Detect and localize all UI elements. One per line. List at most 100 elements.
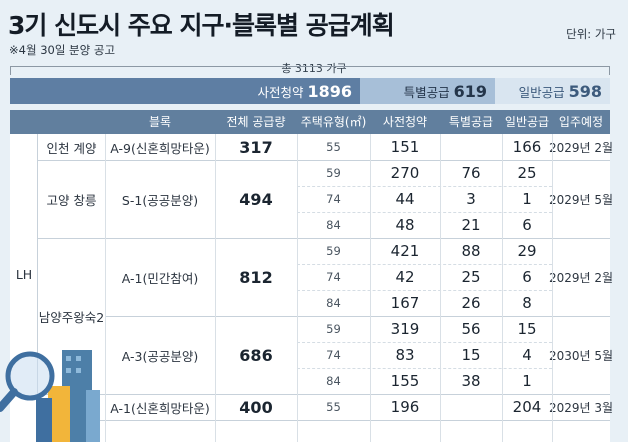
total-supply-cell: 317 <box>239 137 273 157</box>
general-supply-cell: 204 <box>512 398 542 416</box>
total-supply-cell: 686 <box>239 345 273 365</box>
region-cell: 고양 창릉 <box>46 192 97 208</box>
housing-type-cell: 84 <box>326 374 341 388</box>
housing-type-cell: 74 <box>326 192 341 206</box>
special-supply-cell: 26 <box>461 294 481 312</box>
row-divider <box>297 290 552 291</box>
column-header: 일반공급 <box>504 115 550 129</box>
row-divider <box>297 212 552 213</box>
page-title: 3기 신도시 주요 지구·블록별 공급계획 <box>8 11 395 40</box>
total-label: 총 3113 가구 <box>281 62 347 75</box>
special-supply-cell <box>440 394 502 420</box>
general-supply-cell: 1 <box>522 372 532 390</box>
presale-cell: 155 <box>390 372 420 390</box>
bar-special: 특별공급 619 <box>360 78 495 104</box>
column-divider <box>297 134 298 442</box>
bar-general-label: 일반공급 <box>518 84 565 100</box>
special-supply-cell: 15 <box>461 346 481 364</box>
general-supply-cell: 6 <box>522 268 532 286</box>
special-supply-cell <box>440 134 502 160</box>
housing-type-cell: 55 <box>326 400 341 414</box>
housing-type-cell: 59 <box>326 322 341 336</box>
special-supply-cell: 88 <box>461 242 481 260</box>
special-supply-cell: 38 <box>461 372 481 390</box>
presale-cell: 196 <box>390 398 420 416</box>
row-divider <box>297 264 552 265</box>
bar-presale-value: 1896 <box>307 81 352 101</box>
move-in-cell: 2030년 5월 <box>548 348 614 363</box>
bar-presale-label: 사전청약 <box>257 84 304 100</box>
presale-cell: 42 <box>395 268 415 286</box>
housing-type-cell: 55 <box>326 140 341 154</box>
column-header: 블록 <box>148 115 172 129</box>
housing-type-cell: 84 <box>326 218 341 232</box>
housing-type-cell: 59 <box>326 166 341 180</box>
row-divider <box>297 368 552 369</box>
row-divider <box>297 342 552 343</box>
column-header: 사전청약 <box>382 115 428 129</box>
presale-cell: 319 <box>390 320 420 338</box>
move-in-cell: 2029년 2월 <box>548 140 614 155</box>
table-header: 블록 전체 공급량 주택유형(㎡) 사전청약 특별공급 일반공급 입주예정 시기 <box>10 110 610 153</box>
special-supply-cell: 21 <box>461 216 481 234</box>
general-supply-cell: 8 <box>522 294 532 312</box>
block-name-cell: S-1(공공분양) <box>121 192 199 208</box>
column-divider <box>502 134 503 442</box>
agency-label: LH <box>15 266 33 282</box>
bar-general: 일반공급 598 <box>495 78 610 104</box>
housing-type-cell: 74 <box>326 270 341 284</box>
presale-cell: 44 <box>395 190 415 208</box>
block-name-cell: A-3(공공분양) <box>121 348 199 364</box>
total-supply-cell: 400 <box>239 397 273 417</box>
presale-cell: 270 <box>390 164 420 182</box>
special-supply-cell: 56 <box>461 320 481 338</box>
special-supply-cell: 3 <box>466 190 476 208</box>
row-divider <box>38 160 610 161</box>
general-supply-cell: 1 <box>522 190 532 208</box>
decoration <box>0 350 100 442</box>
column-divider <box>370 134 371 442</box>
general-supply-cell: 25 <box>517 164 537 182</box>
special-supply-cell: 25 <box>461 268 481 286</box>
presale-cell: 421 <box>390 242 420 260</box>
block-name-cell: A-9(신혼희망타운) <box>110 140 210 156</box>
housing-type-cell: 84 <box>326 296 341 310</box>
presale-cell: 151 <box>390 138 420 156</box>
general-supply-cell: 29 <box>517 242 537 260</box>
column-header: 주택유형(㎡) <box>300 115 367 129</box>
column-divider <box>552 134 553 442</box>
building-icon <box>36 350 100 442</box>
general-supply-cell: 4 <box>522 346 532 364</box>
row-divider <box>297 186 552 187</box>
move-in-cell: 2029년 3월 <box>548 400 614 415</box>
region-cell: 인천 계양 <box>46 140 97 156</box>
block-name-cell: A-1(신혼희망타운) <box>110 400 210 416</box>
column-divider <box>105 134 106 442</box>
general-supply-cell: 6 <box>522 216 532 234</box>
special-supply-cell: 76 <box>461 164 481 182</box>
move-in-cell: 2029년 5월 <box>548 192 614 207</box>
presale-cell: 167 <box>390 294 420 312</box>
row-divider <box>105 316 610 317</box>
column-header: 특별공급 <box>448 115 494 129</box>
column-header: 입주예정 시기 <box>558 115 604 153</box>
region-cell: 남양주왕숙2 <box>38 309 105 325</box>
column-header: 전체 공급량 <box>226 115 286 129</box>
general-supply-cell: 15 <box>517 320 537 338</box>
total-supply-cell: 494 <box>239 189 273 209</box>
total-supply-cell: 812 <box>239 267 273 287</box>
presale-cell: 48 <box>395 216 415 234</box>
table-body: 55 151 166 A-9(신혼희망타운) 317 2029년 2월 인천 계양 59 270… <box>10 134 614 442</box>
housing-type-cell: 59 <box>326 244 341 258</box>
move-in-cell: 2029년 2월 <box>548 270 614 285</box>
general-supply-cell: 166 <box>512 138 542 156</box>
row-divider <box>38 420 610 421</box>
column-divider <box>215 134 216 442</box>
unit-label: 단위: 가구 <box>566 27 616 41</box>
supply-note: ※4월 30일 분양 공고 <box>9 43 116 57</box>
column-divider <box>440 134 441 442</box>
magnifier-icon <box>0 351 55 412</box>
bar-special-label: 특별공급 <box>403 84 450 100</box>
presale-cell: 83 <box>395 346 415 364</box>
